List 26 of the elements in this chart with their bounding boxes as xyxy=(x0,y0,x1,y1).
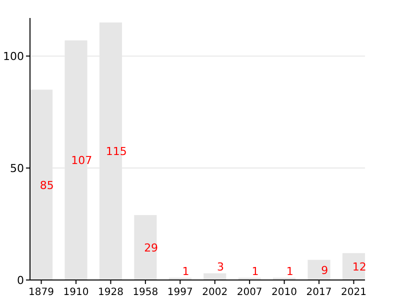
y-tick-label: 100 xyxy=(3,50,24,64)
y-tick-label: 0 xyxy=(17,274,24,287)
bar xyxy=(134,215,157,280)
x-tick-label: 1879 xyxy=(28,287,54,298)
x-tick-label: 1928 xyxy=(98,287,124,298)
data-label: 1 xyxy=(252,264,259,278)
data-label: 1 xyxy=(286,264,294,278)
x-tick-label: 2017 xyxy=(306,287,332,298)
y-tick-label: 50 xyxy=(10,162,24,176)
data-label: 29 xyxy=(144,242,158,255)
bar xyxy=(308,260,330,280)
data-label: 115 xyxy=(106,145,127,158)
data-label: 3 xyxy=(217,260,224,274)
data-label: 12 xyxy=(352,260,366,274)
data-label: 1 xyxy=(182,264,190,278)
data-label: 9 xyxy=(321,264,328,277)
x-tick-label: 1910 xyxy=(63,287,89,298)
data-label: 85 xyxy=(40,178,54,192)
x-tick-label: 2007 xyxy=(236,287,262,298)
x-tick-label: 2010 xyxy=(272,287,298,298)
data-label: 107 xyxy=(71,154,92,168)
x-tick-label: 1997 xyxy=(167,287,193,298)
x-tick-label: 2002 xyxy=(202,287,228,298)
x-tick-label: 1958 xyxy=(132,287,158,298)
x-tick-label: 2021 xyxy=(340,287,366,298)
bar xyxy=(342,253,365,280)
